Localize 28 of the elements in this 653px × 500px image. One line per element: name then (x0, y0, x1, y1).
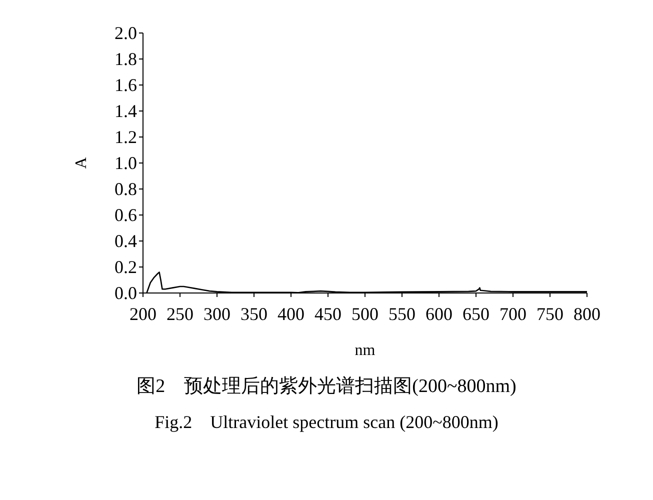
y-tick-label: 1.4 (114, 101, 137, 121)
caption: 图2 预处理后的紫外光谱扫描图(200~800nm) (136, 375, 516, 397)
x-axis-title: nm (354, 342, 376, 359)
x-tick-label: 800 (574, 304, 600, 324)
y-tick-label: 0.4 (114, 231, 137, 251)
x-tick-label: 300 (204, 304, 230, 324)
x-tick-label: 650 (462, 304, 490, 324)
y-tick-label: 0.8 (114, 179, 137, 199)
x-tick-label: 450 (314, 304, 342, 324)
x-tick-label: 750 (536, 304, 564, 324)
y-axis-title: A (73, 156, 90, 169)
y-tick-label: 0.2 (114, 257, 137, 277)
y-tick-label: 1.8 (114, 49, 137, 69)
x-tick-label: 250 (166, 304, 194, 324)
caption: Fig.2 Ultraviolet spectrum scan (200~800nm) (154, 412, 498, 432)
y-tick-label: 2.0 (114, 23, 137, 43)
y-tick-label: 1.6 (114, 75, 137, 95)
y-tick-label: 1.2 (114, 127, 137, 147)
y-tick-label: 1.0 (114, 153, 137, 173)
x-tick-label: 200 (130, 304, 156, 324)
x-tick-label: 350 (240, 304, 268, 324)
y-tick-label: 0.6 (114, 205, 137, 225)
x-tick-label: 500 (352, 304, 378, 324)
x-tick-label: 400 (278, 304, 304, 324)
y-tick-label: 0.0 (114, 283, 137, 303)
x-tick-label: 600 (426, 304, 452, 324)
x-tick-label: 550 (388, 304, 416, 324)
x-tick-label: 700 (500, 304, 526, 324)
